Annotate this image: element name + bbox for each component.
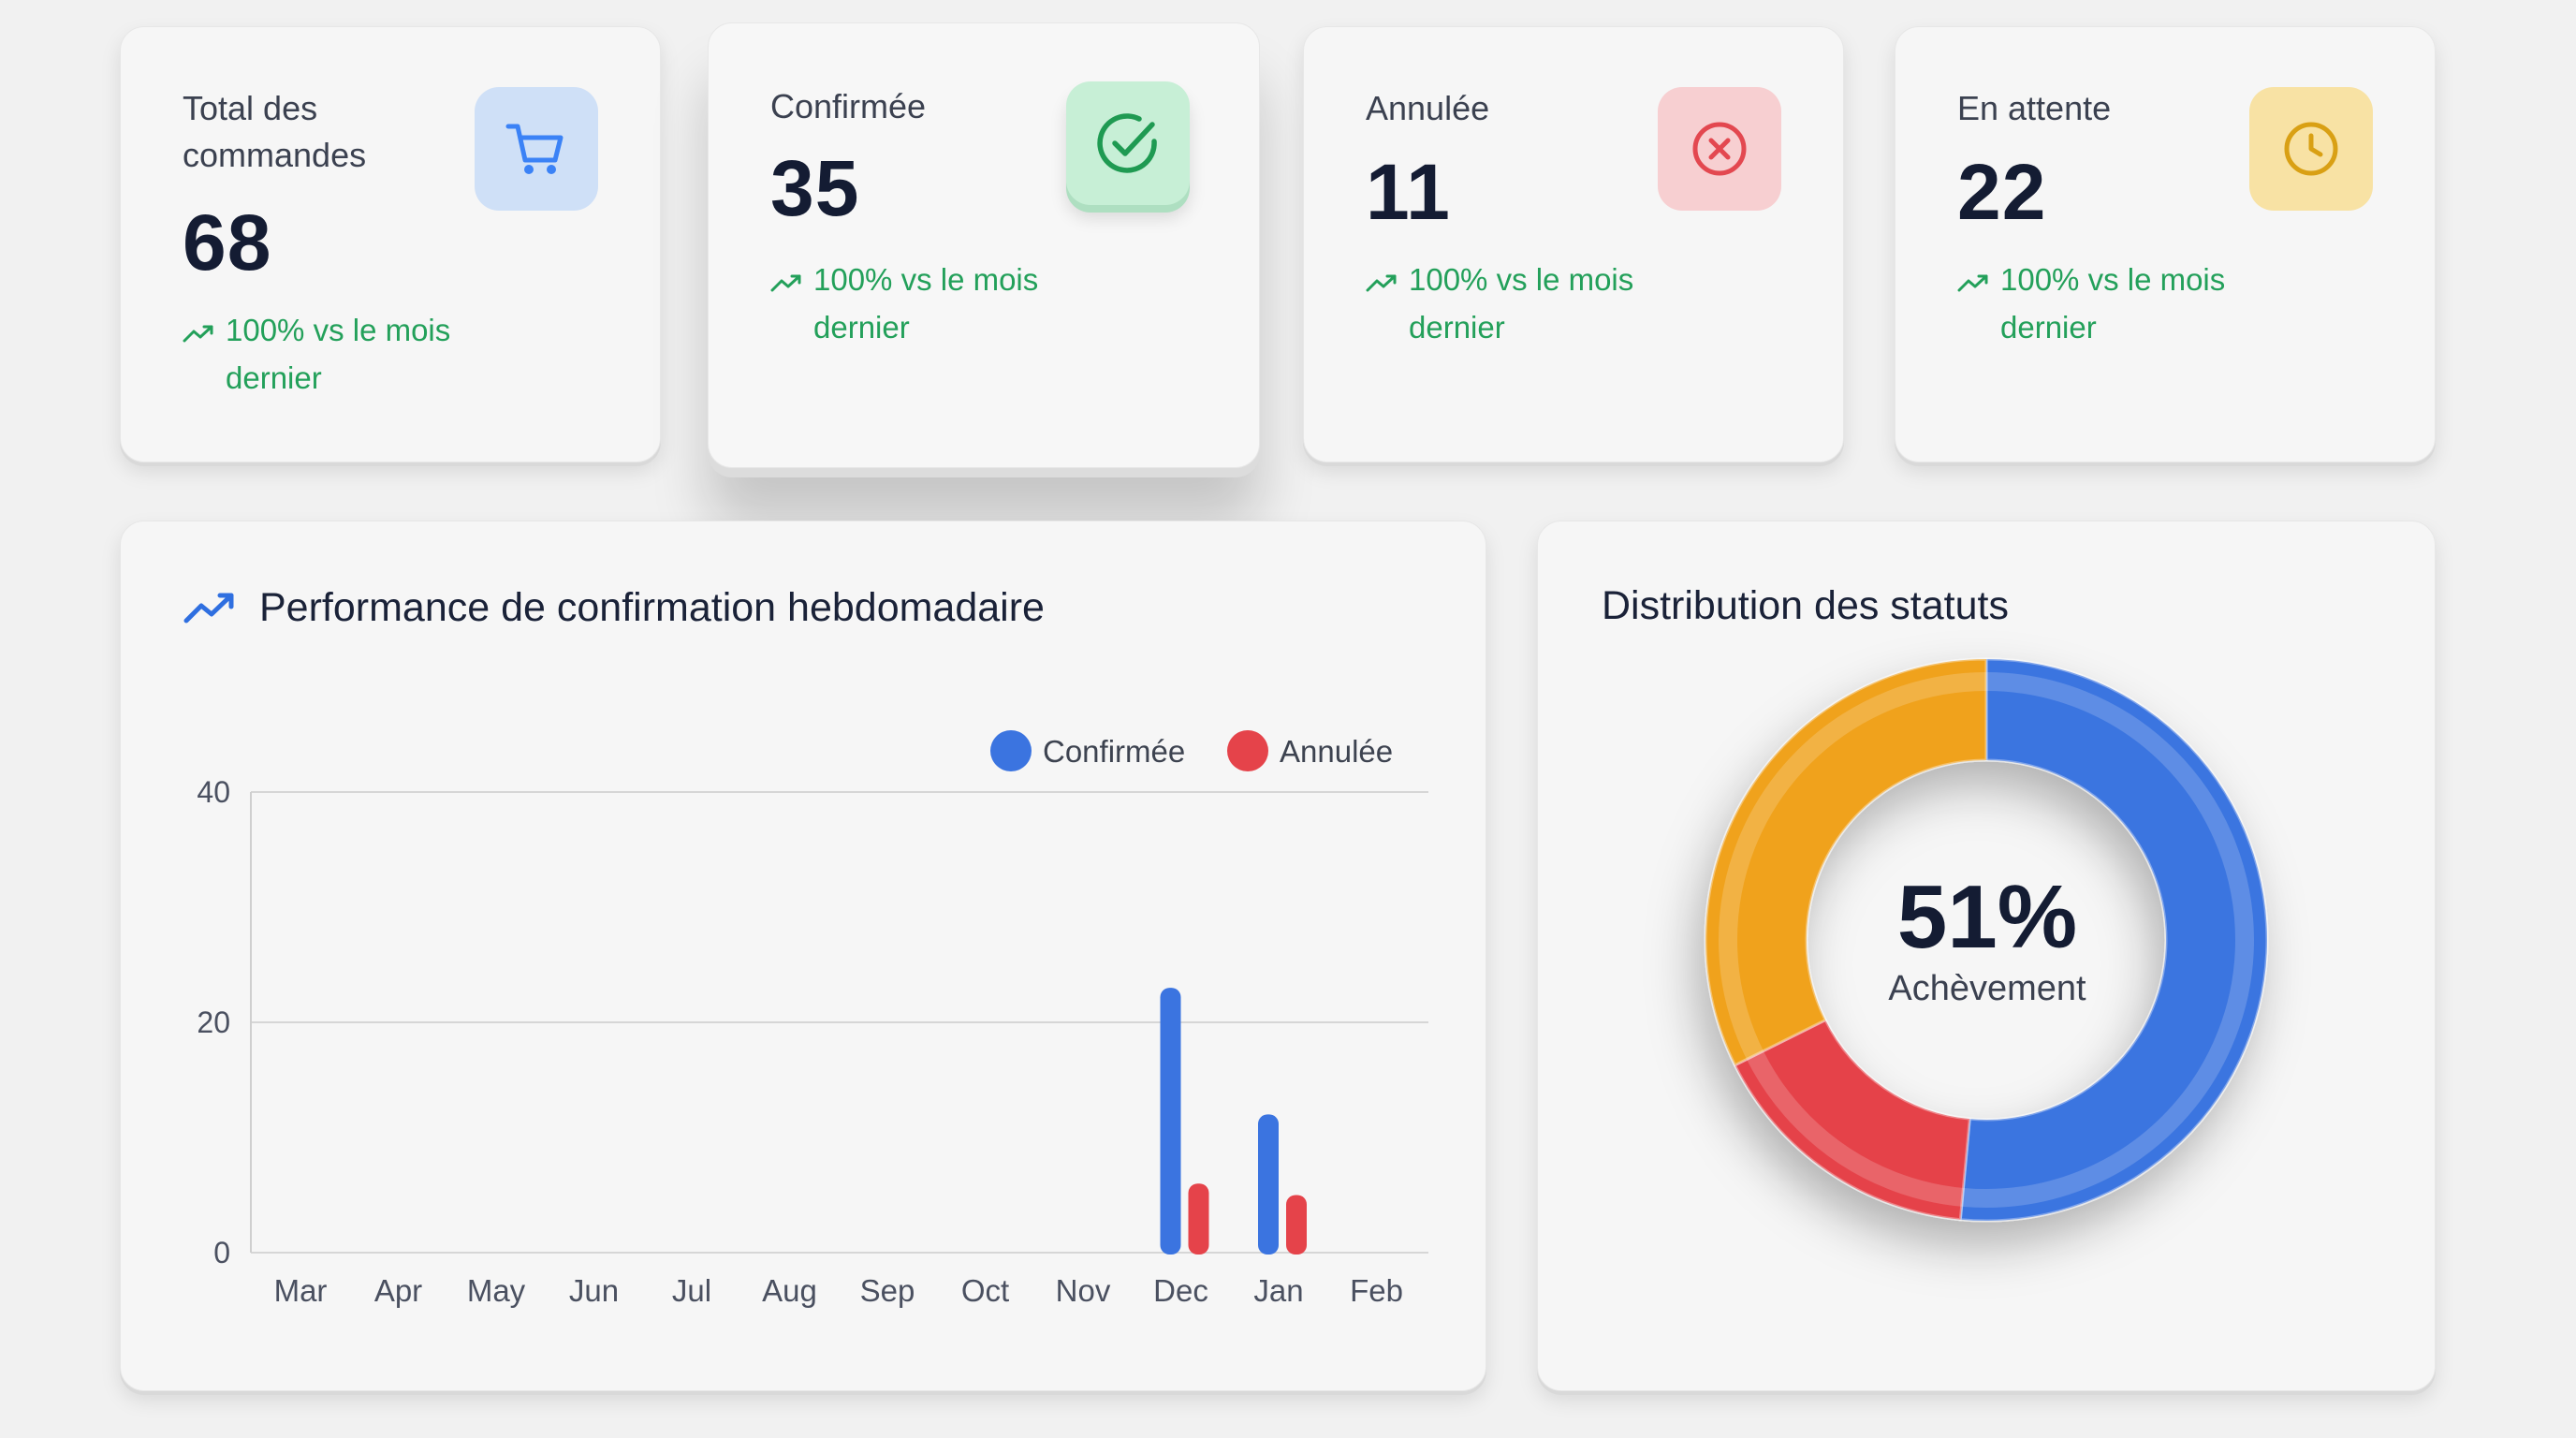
x-tick-label: Apr (374, 1273, 422, 1308)
legend-label[interactable]: Annulée (1280, 734, 1393, 769)
stat-trend: 100% vs le mois dernier (183, 306, 478, 402)
stat-value: 68 (183, 198, 272, 286)
stat-card-total[interactable]: Total des commandes 68 100% vs le mois d… (120, 26, 661, 462)
trend-text: 100% vs le mois dernier (1409, 262, 1634, 345)
clock-icon-tile (2249, 87, 2373, 211)
stat-value: 35 (770, 144, 860, 232)
x-tick-label: Jul (672, 1273, 711, 1308)
stat-card-confirmed[interactable]: Confirmée 35 100% vs le mois dernier (708, 22, 1260, 468)
y-tick-label: 20 (197, 1005, 230, 1039)
x-tick-label: Jun (569, 1273, 619, 1308)
stat-trend: 100% vs le mois dernier (1366, 256, 1661, 351)
trend-text: 100% vs le mois dernier (2000, 262, 2226, 345)
clock-icon (2284, 122, 2338, 176)
x-tick-label: Nov (1056, 1273, 1111, 1308)
stat-card-cancelled[interactable]: Annulée 11 100% vs le mois dernier (1303, 26, 1844, 462)
panel-title: Distribution des statuts (1602, 583, 2009, 628)
x-tick-label: Mar (274, 1273, 328, 1308)
stat-label: Total des commandes (183, 89, 367, 174)
distribution-panel: Distribution des statuts 51% Achèvement (1537, 521, 2436, 1391)
weekly-bar-chart: 0 20 40 Mar Apr May Jun Jul Aug Sep Oct Nov Dec Jan Fe… (197, 730, 1428, 1308)
check-icon-tile (1066, 81, 1190, 205)
x-circle-icon (1692, 122, 1747, 176)
x-tick-label: May (467, 1273, 526, 1308)
y-tick-label: 40 (197, 775, 230, 809)
stat-trend: 100% vs le mois dernier (1957, 256, 2253, 351)
x-tick-label: Oct (961, 1273, 1009, 1308)
bar-annulée-dec[interactable] (1188, 1183, 1209, 1255)
donut-center-label: Achèvement (1888, 969, 2086, 1008)
bar-confirmée-dec[interactable] (1160, 988, 1181, 1255)
x-tick-label: Jan (1253, 1273, 1303, 1308)
check-circle-icon (1097, 113, 1157, 173)
trending-up-icon (183, 593, 234, 624)
bar-confirmée-jan[interactable] (1258, 1114, 1279, 1255)
x-icon-tile (1658, 87, 1781, 211)
x-tick-label: Dec (1153, 1273, 1208, 1308)
x-tick-label: Feb (1350, 1273, 1403, 1308)
cart-icon-tile (475, 87, 598, 211)
stat-value: 22 (1957, 148, 2047, 236)
legend-dot (1227, 730, 1268, 771)
stat-label: Confirmée (770, 87, 927, 125)
y-tick-label: 0 (213, 1236, 230, 1269)
trending-up-icon (1366, 274, 1397, 292)
trend-text: 100% vs le mois dernier (813, 262, 1039, 345)
legend-dot (990, 730, 1032, 771)
panel-title: Performance de confirmation hebdomadaire (259, 585, 1045, 630)
stat-trend: 100% vs le mois dernier (770, 256, 1066, 351)
stat-value: 11 (1366, 148, 1451, 236)
x-tick-label: Aug (762, 1273, 817, 1308)
x-tick-label: Sep (860, 1273, 915, 1308)
stat-label: Annulée (1366, 89, 1490, 127)
stat-label: En attente (1957, 89, 2112, 127)
legend-label[interactable]: Confirmée (1043, 734, 1185, 769)
shopping-cart-icon (505, 124, 564, 174)
performance-panel: Performance de confirmation hebdomadaire (120, 521, 1486, 1391)
stat-card-pending[interactable]: En attente 22 100% vs le mois dernier (1895, 26, 2436, 462)
trend-text: 100% vs le mois dernier (226, 313, 451, 395)
donut-center-value: 51% (1896, 867, 2078, 967)
trending-up-icon (770, 274, 801, 292)
trending-up-icon (1957, 274, 1988, 292)
bar-annulée-jan[interactable] (1286, 1195, 1307, 1255)
trending-up-icon (183, 325, 213, 343)
